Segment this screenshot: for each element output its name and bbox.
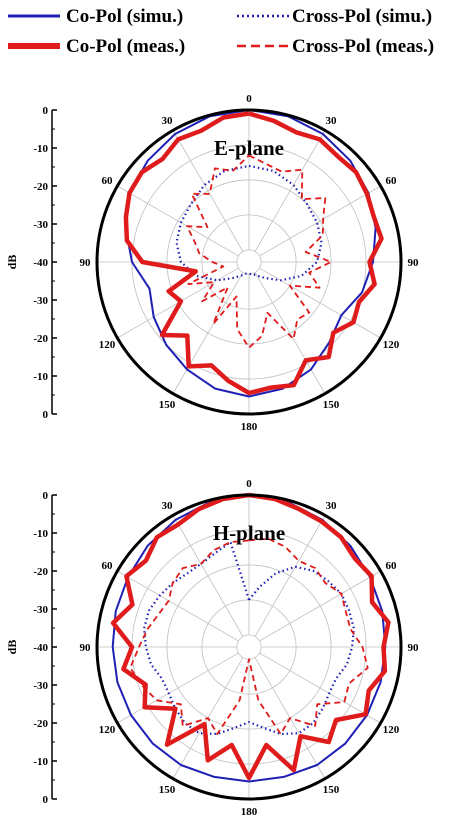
e-plane-axis-tick-label: -10 [33, 371, 48, 383]
e-plane-outer-ring [95, 108, 403, 416]
legend: Co-Pol (simu.) Cross-Pol (simu.) Co-Pol … [8, 6, 434, 57]
legend-item-cross-pol-simu: Cross-Pol (simu.) [237, 6, 432, 27]
h-plane-axis-tick-label: 0 [43, 490, 49, 502]
e-plane-grid-spoke [259, 267, 381, 339]
h-plane-angle-label: 0 [246, 478, 252, 490]
h-plane-axis-tick-label: -20 [33, 566, 48, 578]
h-plane-axis-tick-label: -30 [33, 604, 48, 616]
h-plane-angle-label: 180 [241, 806, 258, 818]
e-plane-y-axis-label: dB [5, 255, 19, 270]
h-plane-angle-label: 90 [80, 642, 92, 654]
h-plane-angle-label: 120 [99, 724, 116, 736]
e-plane-angle-label: 90 [408, 257, 420, 269]
h-plane-polar-chart: 0 30 60 90 120 150 180 150 120 90 60 30 0 -10 -20 -30 -… [5, 478, 419, 818]
e-plane-grid-spoke [259, 185, 381, 257]
e-plane-grid-spoke [172, 130, 244, 252]
e-plane-title: E-plane [214, 136, 284, 160]
h-plane-grid-spoke [117, 570, 239, 642]
h-plane-grid-spoke [254, 515, 326, 637]
e-plane-angle-label: 150 [159, 399, 176, 411]
h-plane-radial-axis: 0 -10 -20 -30 -40 -30 -20 -10 0 [33, 490, 57, 806]
legend-label-cross-pol-simu: Cross-Pol (simu.) [292, 6, 432, 27]
h-plane-axis-tick-label: -30 [33, 680, 48, 692]
legend-item-cross-pol-meas: Cross-Pol (meas.) [237, 36, 434, 57]
h-plane-angle-label: 120 [383, 724, 400, 736]
h-plane-series-co-pol-meas [110, 492, 391, 781]
e-plane-axis-tick-label: -40 [33, 257, 48, 269]
legend-label-co-pol-simu: Co-Pol (simu.) [66, 6, 183, 27]
e-plane-grid-spoke [254, 130, 326, 252]
e-plane-grid-spoke [254, 272, 326, 394]
e-plane-angle-label: 30 [326, 115, 338, 127]
h-plane-angle-label: 60 [386, 560, 398, 572]
e-plane-axis-tick-label: 0 [43, 409, 49, 421]
h-plane-grid-spoke [117, 652, 239, 724]
legend-item-co-pol-simu: Co-Pol (simu.) [8, 6, 183, 27]
e-plane-series-cross-pol-meas [186, 154, 332, 349]
e-plane-angle-labels: 0 30 60 90 120 150 180 150 120 90 60 30 [80, 93, 420, 433]
h-plane-grid-spoke [172, 515, 244, 637]
e-plane-polar-chart: 0 30 60 90 120 150 180 150 120 90 60 30 0 -10 -20 -30 -… [5, 93, 419, 433]
e-plane-angle-label: 150 [323, 399, 340, 411]
h-plane-angle-labels: 0 30 60 90 120 150 180 150 120 90 60 30 [80, 478, 420, 818]
h-plane-angle-label: 30 [162, 500, 174, 512]
h-plane-axis-tick-label: -10 [33, 756, 48, 768]
e-plane-axis-tick-label: -30 [33, 295, 48, 307]
h-plane-y-axis-label: dB [5, 640, 19, 655]
e-plane-grid-ring [236, 249, 262, 275]
h-plane-axis-tick-label: -40 [33, 642, 48, 654]
e-plane-axis-tick-label: -20 [33, 181, 48, 193]
e-plane-axis-tick-label: -10 [33, 143, 48, 155]
h-plane-angle-label: 90 [408, 642, 420, 654]
h-plane-angle-label: 150 [323, 784, 340, 796]
h-plane-title: H-plane [213, 521, 285, 545]
h-plane-axis-tick-label: 0 [43, 794, 49, 806]
e-plane-axis-tick-label: -20 [33, 333, 48, 345]
e-plane-grid-spoke [172, 272, 244, 394]
e-plane-series-co-pol-meas [123, 111, 384, 396]
h-plane-axis-tick-label: -20 [33, 718, 48, 730]
h-plane-grid-spoke [259, 652, 381, 724]
e-plane-grid-spoke [117, 185, 239, 257]
h-plane-grid-spoke [259, 570, 381, 642]
e-plane-axis-tick-label: 0 [43, 105, 49, 117]
e-plane-angle-label: 60 [386, 175, 398, 187]
e-plane-series-cross-pol-simu [175, 164, 323, 282]
legend-label-co-pol-meas: Co-Pol (meas.) [66, 36, 185, 57]
h-plane-grid-ring [236, 634, 262, 660]
e-plane-axis-tick-label: -30 [33, 219, 48, 231]
h-plane-series [110, 492, 391, 783]
e-plane-series [123, 109, 384, 398]
h-plane-series-cross-pol-meas [129, 537, 369, 735]
e-plane-angle-label: 60 [101, 175, 113, 187]
legend-label-cross-pol-meas: Cross-Pol (meas.) [292, 36, 434, 57]
e-plane-angle-label: 90 [80, 257, 92, 269]
e-plane-angle-label: 180 [241, 421, 258, 433]
e-plane-angle-label: 30 [162, 115, 174, 127]
e-plane-angle-label: 0 [246, 93, 252, 105]
h-plane-angle-label: 150 [159, 784, 176, 796]
h-plane-angle-label: 60 [101, 560, 113, 572]
e-plane-angle-label: 120 [383, 339, 400, 351]
h-plane-outer-ring [95, 493, 403, 801]
h-plane-axis-tick-label: -10 [33, 528, 48, 540]
legend-item-co-pol-meas: Co-Pol (meas.) [8, 36, 185, 57]
e-plane-angle-label: 120 [99, 339, 116, 351]
h-plane-angle-label: 30 [326, 500, 338, 512]
e-plane-radial-axis: 0 -10 -20 -30 -40 -30 -20 -10 0 [33, 105, 57, 421]
